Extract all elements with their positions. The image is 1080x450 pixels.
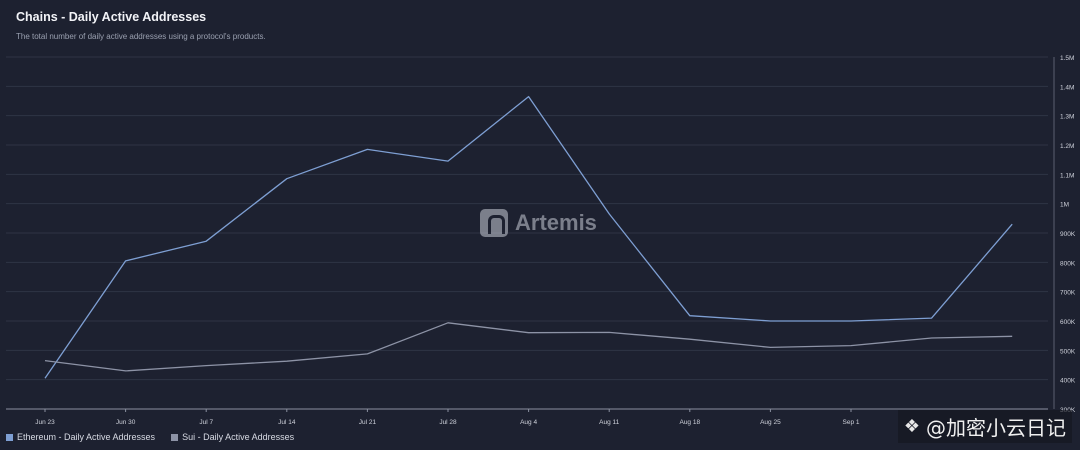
artemis-watermark: Artemis [480,209,597,237]
chart-subtitle: The total number of daily active address… [16,32,266,41]
y-tick-label: 900K [1060,231,1076,238]
y-tick-label: 600K [1060,319,1076,326]
watermark-text: Artemis [515,210,597,235]
y-tick-label: 700K [1060,290,1076,297]
x-tick-label: Jun 23 [35,419,55,426]
x-tick-label: Aug 25 [760,419,781,426]
binance-logo-icon: ❖ [903,416,920,436]
legend-swatch-sui [171,433,179,441]
chart-legend: Ethereum - Daily Active Addresses Sui - … [6,432,294,442]
legend-label-ethereum: Ethereum - Daily Active Addresses [17,432,156,442]
y-tick-label: 1M [1060,202,1069,209]
y-tick-label: 1.4M [1060,84,1074,91]
badge-text: @加密小云日记 [926,416,1066,440]
x-tick-label: Aug 11 [599,419,620,426]
x-tick-label: Jul 28 [439,419,457,426]
x-tick-label: Jul 21 [359,419,377,426]
y-tick-label: 1.2M [1060,143,1074,150]
source-badge: ❖ @加密小云日记 [897,410,1072,443]
x-tick-label: Jul 7 [199,419,213,426]
artemis-logo-icon [480,209,508,237]
y-tick-label: 400K [1060,378,1076,385]
y-tick-label: 500K [1060,348,1076,355]
series-line-sui [44,322,1013,372]
y-tick-label: 1.1M [1060,172,1074,179]
x-tick-label: Aug 18 [679,419,700,426]
x-tick-label: Jul 14 [278,419,296,426]
legend-item-ethereum[interactable]: Ethereum - Daily Active Addresses [6,432,155,442]
x-tick-label: Sep 1 [843,419,860,426]
x-tick-label: Aug 4 [520,419,537,426]
y-tick-label: 1.3M [1060,114,1074,121]
series-line-ethereum [44,95,1013,379]
legend-label-sui: Sui - Daily Active Addresses [182,432,295,442]
legend-item-sui[interactable]: Sui - Daily Active Addresses [171,432,294,442]
y-tick-label: 1.5M [1060,55,1074,62]
x-tick-label: Jun 30 [116,419,136,426]
y-tick-label: 800K [1060,260,1076,267]
chart-title: Chains - Daily Active Addresses [16,10,207,24]
legend-swatch-ethereum [6,433,13,441]
